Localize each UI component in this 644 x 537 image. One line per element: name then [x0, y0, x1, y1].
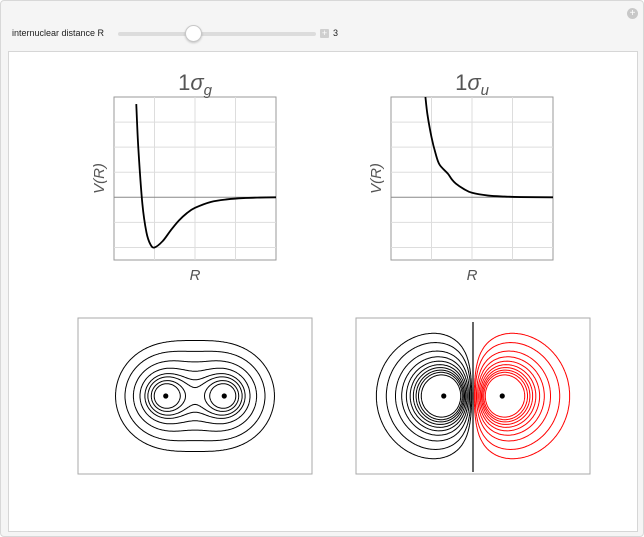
plot-title: 1σu	[455, 70, 490, 99]
contour-line	[144, 373, 246, 419]
slider-label: internuclear distance R	[12, 28, 105, 38]
potential-curve	[424, 97, 553, 199]
contour-line	[409, 364, 467, 428]
circle-plus-icon[interactable]: +	[627, 8, 638, 19]
plot-title: 1σg	[178, 70, 213, 99]
contour-line	[139, 367, 251, 425]
contour-line	[418, 371, 463, 421]
contour-line	[132, 360, 258, 432]
contour-line	[405, 360, 468, 432]
plots: 1σg R V(R) 1σu R V(R)	[77, 70, 591, 475]
contour-plot-ungerade	[355, 317, 591, 475]
contour-line	[375, 332, 473, 460]
contour-line	[415, 369, 464, 423]
contour-line	[477, 356, 545, 436]
contour-line	[481, 367, 534, 425]
contour-line	[124, 350, 266, 442]
potential-curve	[135, 103, 276, 249]
nucleus-dot	[441, 393, 447, 399]
contour-line	[115, 340, 275, 452]
nucleus-dot	[163, 393, 169, 399]
contour-line	[478, 360, 541, 432]
potential-plot-u: 1σu R V(R)	[368, 70, 554, 284]
plus-icon[interactable]: +	[320, 28, 329, 38]
contour-line	[401, 356, 469, 436]
output-area: 1σg R V(R) 1σu R V(R)	[8, 51, 638, 532]
r-slider-thumb[interactable]	[185, 25, 202, 42]
x-axis-label: R	[467, 267, 478, 284]
y-axis-label: V(R)	[91, 163, 108, 194]
x-axis-label: R	[190, 267, 201, 284]
contour-line	[482, 369, 531, 423]
nucleus-dot	[221, 393, 227, 399]
y-axis-label: V(R)	[368, 163, 385, 194]
potential-plot-g: 1σg R V(R)	[91, 70, 277, 284]
contour-line	[412, 367, 465, 425]
contour-plot-gerade	[77, 317, 313, 475]
contour-line	[474, 342, 561, 450]
contour-line	[479, 364, 537, 428]
contour-line	[395, 350, 470, 442]
contour-line	[153, 383, 237, 409]
contour-line	[476, 350, 551, 442]
contour-line	[473, 332, 571, 460]
slider-value: 3	[333, 28, 339, 38]
contour-frame	[77, 317, 313, 475]
contour-line	[150, 380, 240, 412]
contour-line	[420, 374, 462, 418]
r-slider-track[interactable]	[118, 32, 316, 36]
contour-line	[483, 371, 528, 421]
nucleus-dot	[499, 393, 505, 399]
contour-line	[385, 342, 472, 450]
contour-line	[147, 376, 243, 416]
contour-line	[484, 374, 526, 418]
